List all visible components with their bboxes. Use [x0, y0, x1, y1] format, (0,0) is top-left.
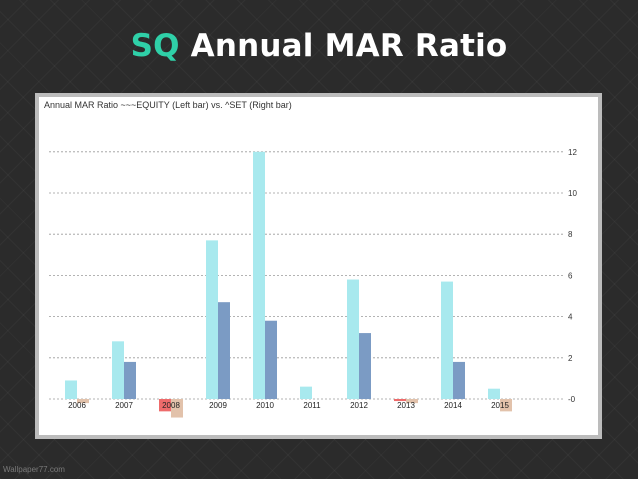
- bar-equity-2015: [488, 388, 500, 399]
- bar-equity-2011: [300, 386, 312, 399]
- y-tick-label-4: 4: [568, 313, 573, 322]
- x-tick-label-2012: 2012: [350, 401, 368, 410]
- chart-title: Annual MAR Ratio ~~~EQUITY (Left bar) vs…: [44, 100, 292, 110]
- y-tick-label-6: 6: [568, 271, 573, 280]
- x-tick-label-2008: 2008: [162, 401, 180, 410]
- bar-equity-2012: [347, 279, 359, 399]
- bar-set-2007: [124, 361, 136, 399]
- bar-equity-2007: [112, 341, 124, 399]
- x-tick-label-2013: 2013: [397, 401, 415, 410]
- bar-set-2012: [359, 333, 371, 399]
- bar-set-2014: [453, 361, 465, 399]
- bar-equity-2006: [65, 380, 77, 399]
- bar-set-2008: [171, 399, 183, 418]
- y-tick-label-8: 8: [568, 230, 573, 239]
- watermark-text: Wallpaper77.com: [3, 465, 65, 474]
- bar-equity-2010: [253, 151, 265, 399]
- x-tick-label-2007: 2007: [115, 401, 133, 410]
- x-tick-label-2009: 2009: [209, 401, 227, 410]
- x-tick-label-2015: 2015: [491, 401, 509, 410]
- slide-title: SQ Annual MAR Ratio: [0, 28, 638, 64]
- bar-equity-2014: [441, 281, 453, 399]
- x-tick-label-2010: 2010: [256, 401, 274, 410]
- y-tick-label-12: 12: [568, 148, 577, 157]
- bar-equity-2008: [159, 399, 171, 412]
- bar-set-2006: [77, 399, 89, 404]
- bar-set-2013: [406, 399, 418, 404]
- slide-title-text: Annual MAR Ratio: [190, 28, 508, 64]
- bar-set-2010: [265, 320, 277, 399]
- bar-set-2015: [500, 399, 512, 412]
- bar-set-2009: [218, 302, 230, 399]
- chart-frame: Annual MAR Ratio ~~~EQUITY (Left bar) vs…: [35, 93, 602, 439]
- y-tick-label-2: 2: [568, 354, 573, 363]
- bar-equity-2009: [206, 240, 218, 399]
- x-tick-label-2006: 2006: [68, 401, 86, 410]
- y-tick-label-10: 10: [568, 189, 577, 198]
- bar-chart: -0 2 4 6 8 10 12 2006 2007 2008 2009 2010 2011 2012 20…: [49, 148, 577, 418]
- chart-panel: Annual MAR Ratio ~~~EQUITY (Left bar) vs…: [39, 97, 598, 435]
- x-tick-label-2014: 2014: [444, 401, 462, 410]
- slide-title-accent: SQ: [130, 28, 180, 64]
- x-tick-label-2011: 2011: [303, 401, 321, 410]
- y-tick-label-0: -0: [568, 395, 576, 404]
- bar-equity-2013: [394, 399, 406, 402]
